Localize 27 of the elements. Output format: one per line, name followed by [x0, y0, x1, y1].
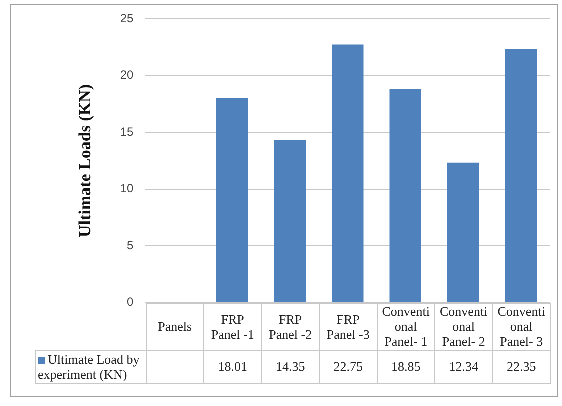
data-label: 18.85 — [391, 359, 421, 374]
bar — [332, 44, 364, 302]
x-tick-label: Conventional Panel- 1 — [380, 304, 432, 350]
x-tick-label: Panels — [158, 319, 192, 334]
y-axis-title: Ultimate Loads (KN) — [76, 84, 95, 238]
y-tick-label: 0 — [127, 295, 134, 310]
x-tick-label: FRP Panel -2 — [268, 312, 314, 342]
x-tick-label: FRP Panel -1 — [210, 312, 256, 342]
x-tick-label: Conventional Panel- 3 — [495, 304, 548, 350]
y-tick-label: 10 — [120, 182, 134, 196]
data-label: 22.75 — [334, 359, 363, 374]
x-tick-label: FRP Panel -3 — [326, 312, 371, 342]
data-label: 22.35 — [506, 359, 536, 374]
data-label: 14.35 — [276, 359, 306, 374]
y-tick-label: 25 — [120, 12, 134, 26]
bar — [274, 140, 306, 302]
y-tick-label: 15 — [120, 124, 134, 139]
bar — [390, 88, 422, 302]
legend-label: Ultimate Load by experiment (KN) — [38, 352, 144, 382]
bar — [447, 162, 480, 302]
x-tick-label: Conventional Panel- 2 — [437, 304, 490, 350]
bar — [505, 49, 538, 302]
data-label: 12.34 — [449, 359, 478, 374]
y-tick-label: 5 — [127, 238, 134, 252]
y-tick-label: 20 — [120, 68, 134, 82]
bar — [216, 98, 248, 302]
data-label: 18.01 — [218, 359, 248, 374]
